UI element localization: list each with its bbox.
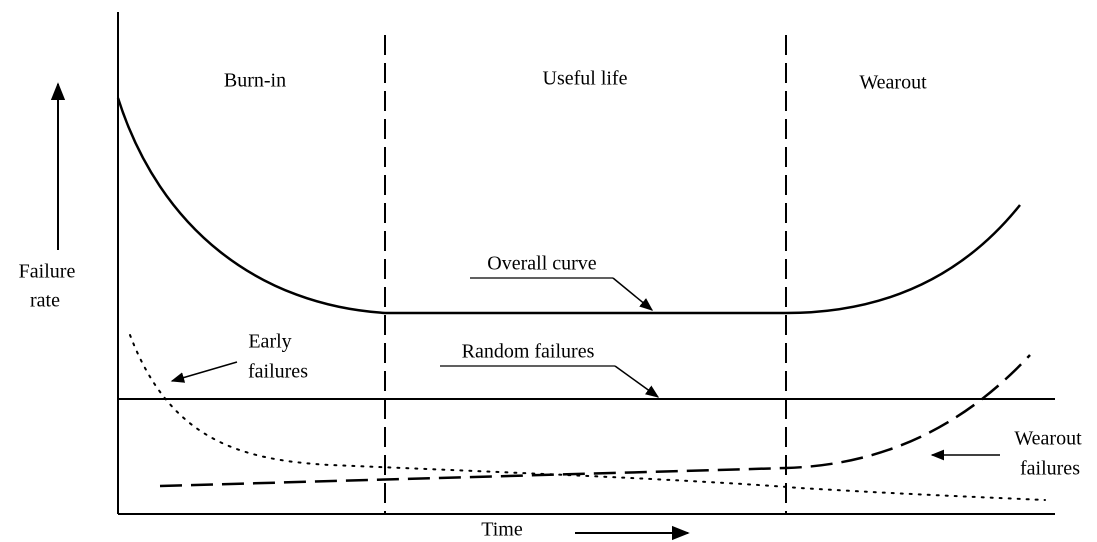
- leader: [614, 365, 660, 398]
- y-axis-label: rate: [30, 290, 60, 312]
- phase-label: Burn-in: [224, 70, 286, 92]
- curve-label: Random failures: [462, 341, 595, 363]
- early-failures-curve: [129, 334, 1046, 501]
- curve-label: Wearout: [1014, 428, 1082, 450]
- curve-label: failures: [248, 361, 308, 383]
- overall-curve: [116, 97, 1021, 315]
- wearout-failures-curve: [159, 354, 1031, 488]
- curve-label: failures: [1020, 458, 1080, 480]
- leader: [170, 361, 238, 383]
- phase-label: Useful life: [543, 68, 628, 90]
- y-axis-label: Failure: [19, 261, 76, 283]
- curve-label: Overall curve: [487, 253, 597, 275]
- phase-label: Wearout: [859, 72, 927, 94]
- leader: [612, 277, 654, 311]
- curve-label: Early: [248, 331, 291, 353]
- x-axis-label: Time: [481, 519, 523, 541]
